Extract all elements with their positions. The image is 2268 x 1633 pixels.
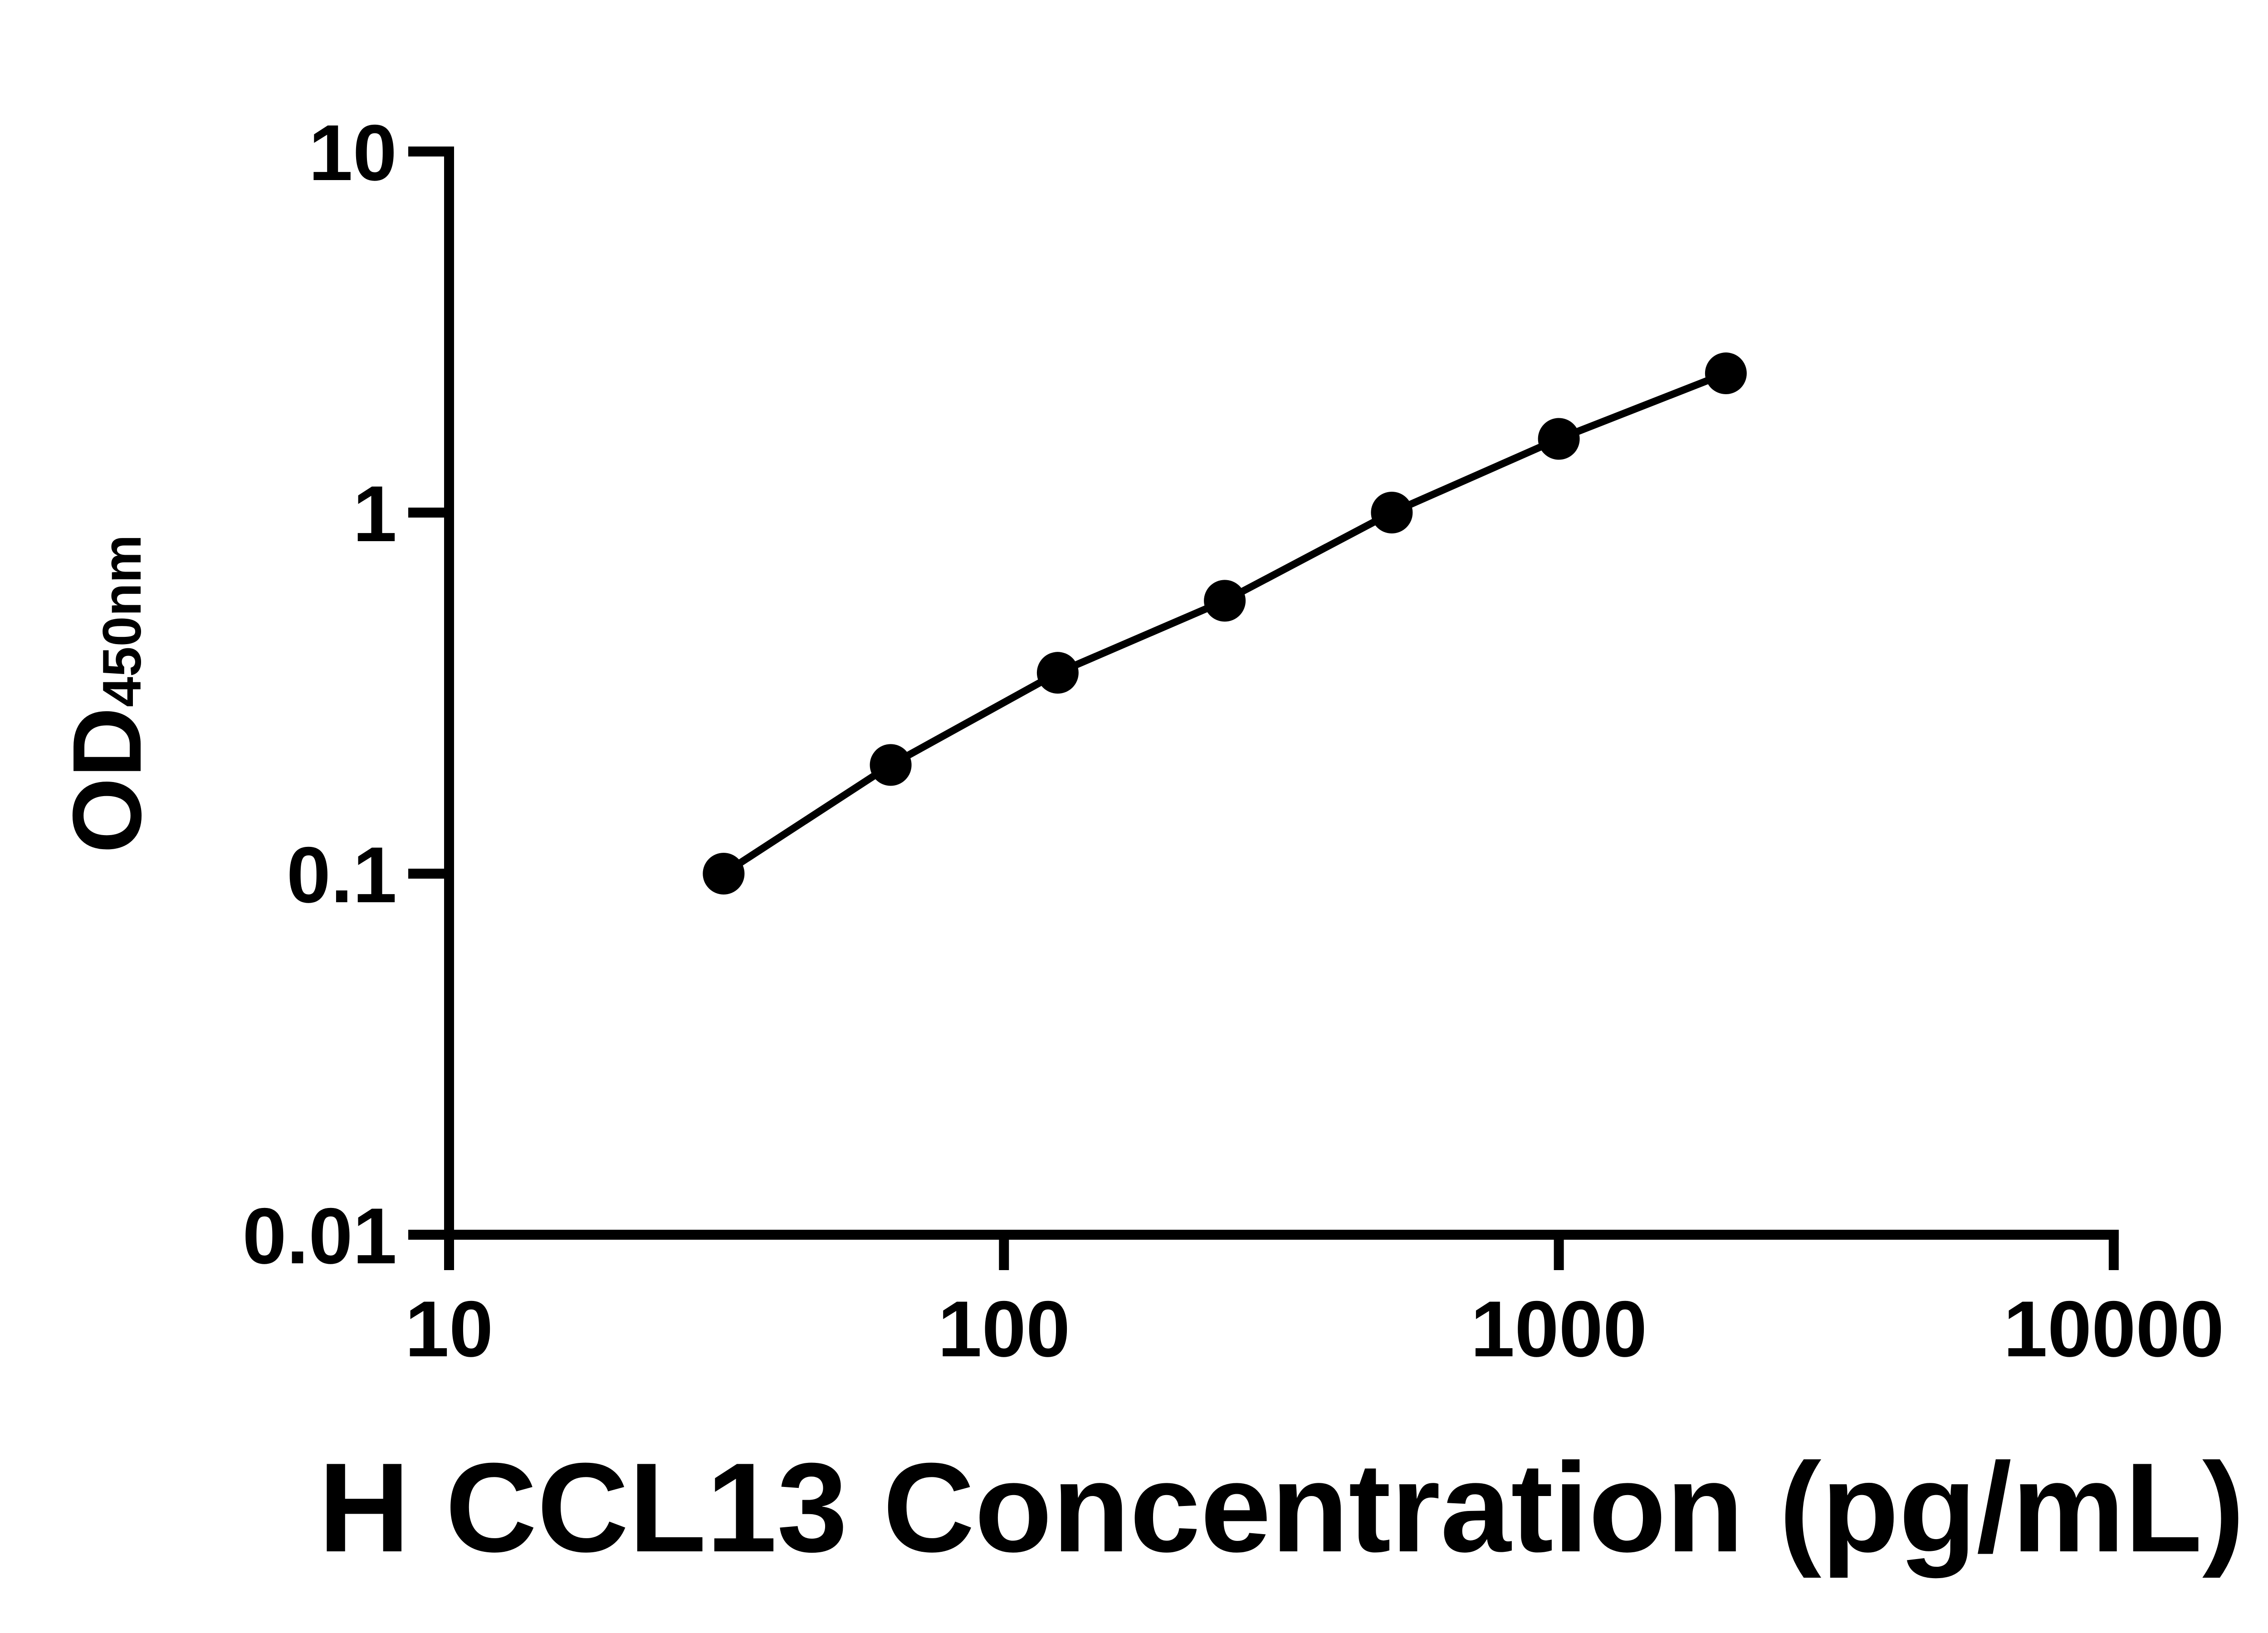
y-axis-title-main: OD	[52, 707, 161, 854]
y-axis-title-subscript: 450nm	[92, 535, 152, 707]
x-tick-label: 1000	[1471, 1285, 1647, 1374]
x-tick-label: 10	[405, 1285, 494, 1374]
data-point	[1538, 418, 1580, 460]
y-tick-label: 0.1	[287, 831, 397, 919]
data-point	[1036, 652, 1079, 694]
y-tick-label: 10	[308, 109, 397, 197]
x-tick-label: 10000	[2004, 1285, 2224, 1374]
data-point	[1371, 492, 1413, 533]
data-point	[1204, 580, 1246, 622]
x-axis-ticks: 10 100 1000 10000	[405, 1235, 2224, 1374]
x-axis-title: H CCL13 Concentration (pg/mL)	[318, 1437, 2245, 1579]
y-tick-label: 1	[353, 470, 397, 558]
data-point	[703, 853, 745, 895]
y-tick-label: 0.01	[242, 1192, 397, 1281]
axes	[408, 147, 2119, 1270]
y-axis-title: OD450nm	[52, 535, 161, 854]
x-tick-label: 100	[938, 1285, 1070, 1374]
y-axis-ticks: 0.01 0.1 1 10	[242, 109, 454, 1281]
data-point	[870, 744, 912, 786]
data-series	[703, 352, 1747, 895]
data-point	[1705, 352, 1747, 395]
